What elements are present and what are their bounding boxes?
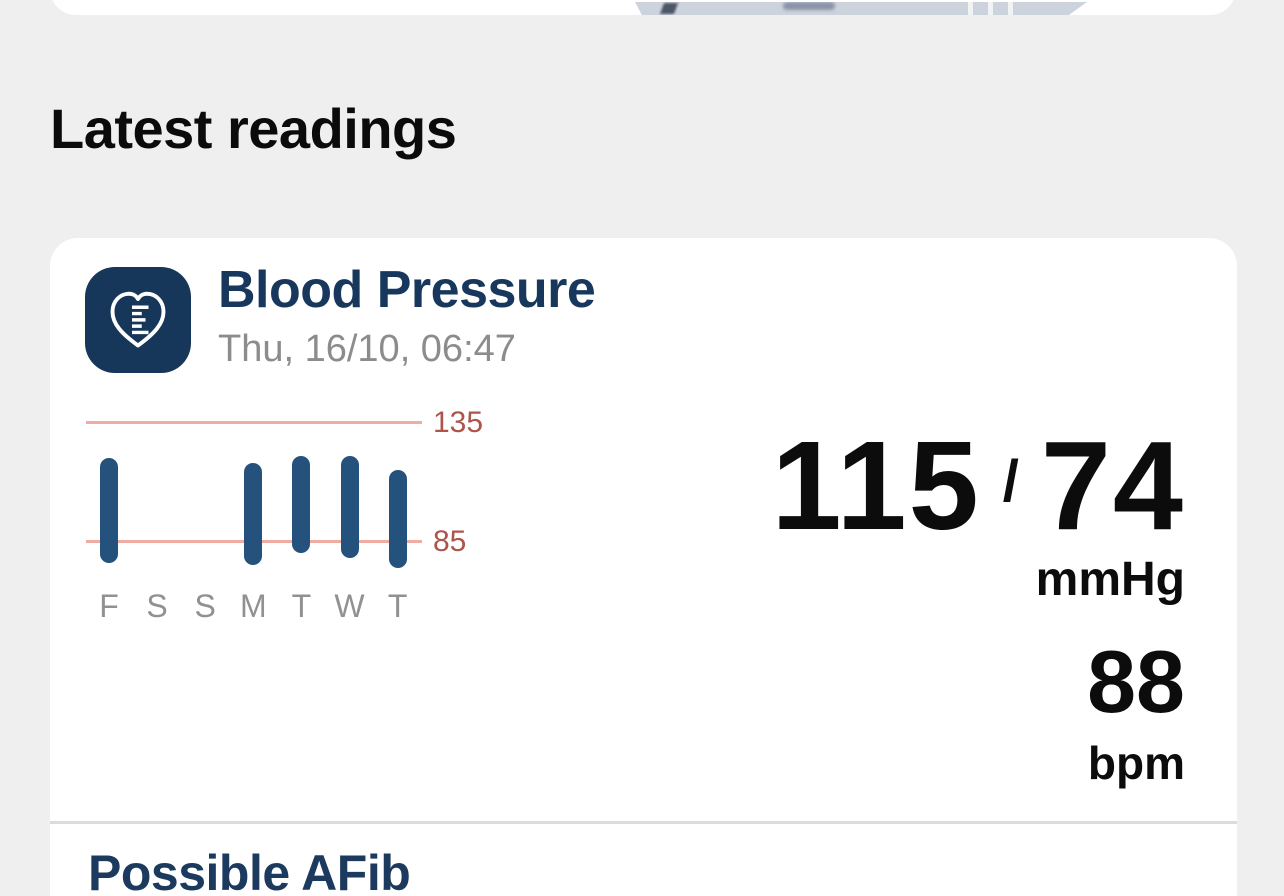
diastolic-value: 74 [1040, 415, 1185, 556]
reference-label-low: 85 [433, 525, 467, 558]
page-title: Latest readings [50, 97, 457, 160]
possible-afib-title: Possible AFib [88, 845, 411, 896]
card-title: Blood Pressure [218, 261, 596, 319]
day-label: W [334, 588, 365, 624]
reference-label-high: 135 [433, 406, 484, 439]
photo-detail [1008, 2, 1013, 15]
photo-detail [968, 2, 973, 15]
bp-unit: mmHg [1035, 553, 1185, 606]
bp-reading: 115 / 74 [771, 415, 1185, 556]
day-label: M [239, 588, 267, 624]
systolic-value: 115 [771, 415, 981, 556]
photo-detail [988, 2, 993, 15]
photo-detail [659, 3, 679, 14]
reference-line-high [86, 421, 422, 424]
card-timestamp: Thu, 16/10, 06:47 [218, 328, 516, 370]
heart-rate-unit: bpm [1087, 737, 1185, 789]
heart-rate-value: 88 [1087, 632, 1185, 731]
device-photo-fragment [635, 2, 1087, 15]
heart-gauge-icon [85, 267, 191, 373]
bp-range-bar [100, 458, 118, 563]
day-label: S [146, 588, 168, 624]
bp-range-bar [340, 455, 359, 559]
bp-range-bar [244, 462, 263, 566]
divider [50, 821, 1237, 824]
day-label: T [291, 588, 312, 624]
reading-separator: / [1002, 448, 1019, 514]
blood-pressure-card[interactable]: Blood Pressure Thu, 16/10, 06:47 135 85 … [50, 238, 1237, 896]
bp-range-bar [292, 455, 311, 554]
day-label: T [387, 588, 408, 624]
bp-range-bar [388, 470, 407, 568]
previous-card[interactable] [50, 0, 1236, 15]
day-label: F [99, 588, 119, 624]
day-label: S [194, 588, 216, 624]
photo-detail [783, 2, 835, 10]
